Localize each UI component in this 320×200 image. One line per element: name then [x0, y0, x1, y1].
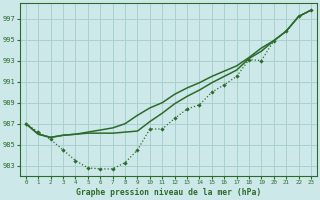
- X-axis label: Graphe pression niveau de la mer (hPa): Graphe pression niveau de la mer (hPa): [76, 188, 261, 197]
